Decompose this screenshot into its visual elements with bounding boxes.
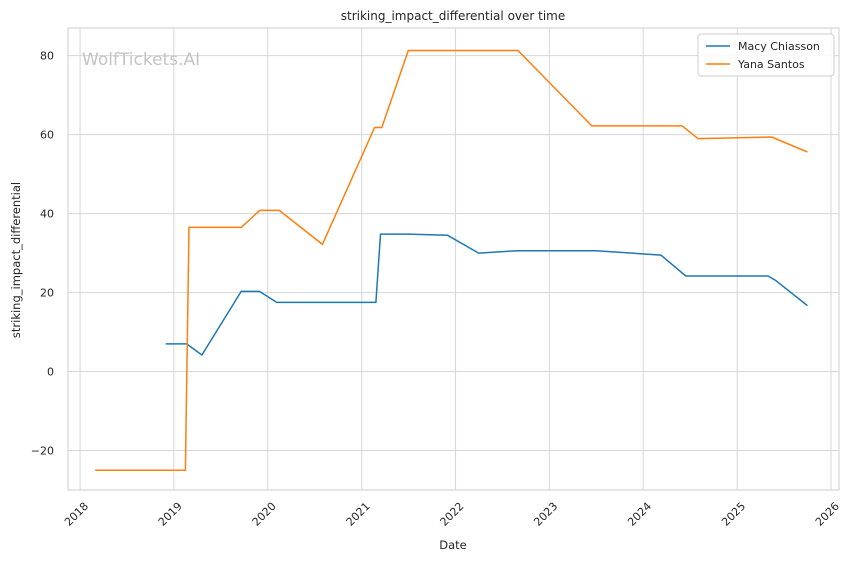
legend-label-macy-chiasson: Macy Chiasson bbox=[738, 40, 820, 53]
legend-box bbox=[697, 33, 835, 77]
y-tick-label: 20 bbox=[40, 287, 54, 300]
y-tick-label: −20 bbox=[31, 445, 54, 458]
plot-area bbox=[67, 27, 840, 491]
legend: Macy Chiasson Yana Santos bbox=[697, 33, 835, 77]
series-line-macy-chiasson bbox=[165, 233, 808, 356]
y-axis-ticks: −20 0 20 40 60 80 bbox=[31, 50, 54, 458]
y-tick-label: 60 bbox=[40, 129, 54, 142]
y-tick-label: 0 bbox=[47, 366, 54, 379]
gridlines bbox=[68, 28, 839, 490]
series-line-yana-santos bbox=[95, 49, 808, 472]
x-axis-title: Date bbox=[439, 538, 467, 552]
y-axis-title: striking_impact_differential bbox=[9, 182, 23, 338]
legend-label-yana-santos: Yana Santos bbox=[737, 58, 805, 71]
y-tick-label: 40 bbox=[40, 208, 54, 221]
series-lines bbox=[95, 49, 808, 472]
y-tick-label: 80 bbox=[40, 50, 54, 63]
watermark-text: WolfTickets.AI bbox=[82, 50, 200, 70]
chart-title: striking_impact_differential over time bbox=[341, 9, 566, 23]
